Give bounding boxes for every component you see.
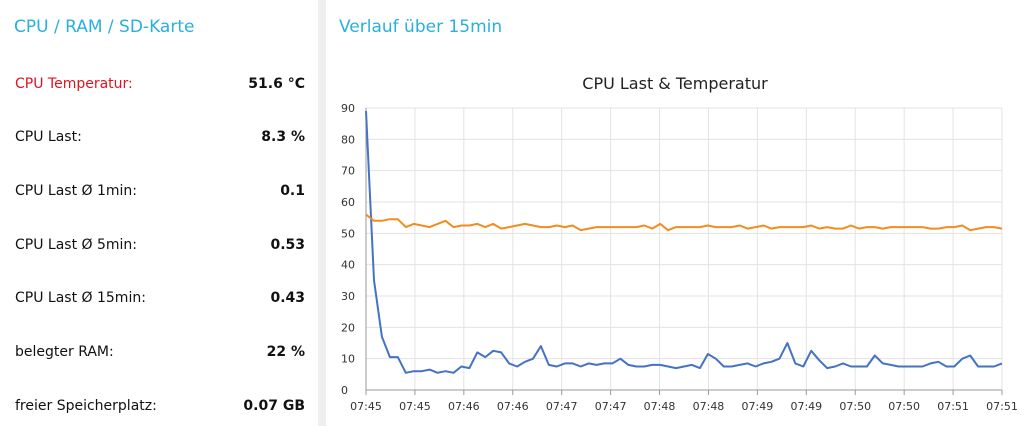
stat-row: freier Speicherplatz: 0.07 GB bbox=[15, 398, 305, 418]
y-tick-label: 70 bbox=[341, 165, 355, 178]
chart-title: CPU Last & Temperatur bbox=[582, 74, 768, 93]
stat-label: CPU Last Ø 1min: bbox=[15, 183, 138, 199]
stat-value: 0.53 bbox=[270, 237, 305, 253]
history-chart-panel: Verlauf über 15min CPU Last & Temperatur… bbox=[326, 0, 1024, 426]
y-tick-label: 40 bbox=[341, 259, 355, 272]
stat-row: CPU Last Ø 1min: 0.1 bbox=[15, 183, 305, 203]
x-tick-label: 07:51 bbox=[986, 400, 1018, 413]
cpu-temperature-series-line bbox=[365, 213, 1003, 232]
x-tick-label: 07:50 bbox=[839, 400, 871, 413]
stat-value: 0.1 bbox=[280, 183, 305, 199]
y-tick-label: 20 bbox=[341, 321, 355, 334]
x-tick-label: 07:50 bbox=[888, 400, 920, 413]
y-tick-label: 0 bbox=[341, 384, 348, 397]
x-tick-label: 07:48 bbox=[644, 400, 676, 413]
x-tick-label: 07:49 bbox=[790, 400, 822, 413]
stat-row: CPU Last Ø 15min: 0.43 bbox=[15, 290, 305, 310]
stat-label: belegter RAM: bbox=[15, 344, 114, 360]
y-tick-label: 10 bbox=[341, 353, 355, 366]
stat-value: 0.07 GB bbox=[243, 398, 305, 414]
cpu-load-series-line bbox=[365, 111, 1003, 374]
x-tick-label: 07:49 bbox=[742, 400, 774, 413]
x-tick-label: 07:47 bbox=[595, 400, 627, 413]
stat-row: CPU Last: 8.3 % bbox=[15, 129, 305, 149]
x-tick-label: 07:46 bbox=[497, 400, 529, 413]
stat-value: 22 % bbox=[266, 344, 305, 360]
y-tick-label: 80 bbox=[341, 133, 355, 146]
stat-label: CPU Last Ø 15min: bbox=[15, 290, 146, 306]
system-stats-panel: CPU / RAM / SD-Karte CPU Temperatur: 51.6… bbox=[0, 0, 318, 426]
x-tick-label: 07:48 bbox=[693, 400, 725, 413]
x-tick-label: 07:45 bbox=[399, 400, 431, 413]
x-tick-label: 07:51 bbox=[937, 400, 969, 413]
stat-value: 8.3 % bbox=[261, 129, 305, 145]
stat-label: freier Speicherplatz: bbox=[15, 398, 157, 414]
stat-label: CPU Temperatur: bbox=[15, 76, 133, 92]
stat-value: 51.6 °C bbox=[248, 76, 305, 92]
x-tick-label: 07:46 bbox=[448, 400, 480, 413]
cpu-chart: CPU Last & Temperatur 0 10 20 30 40 50 60 70 80 9… bbox=[341, 74, 1018, 413]
panel-title: CPU / RAM / SD-Karte bbox=[14, 17, 195, 37]
x-tick-label: 07:45 bbox=[350, 400, 382, 413]
stat-label: CPU Last Ø 5min: bbox=[15, 237, 138, 253]
stat-row: CPU Last Ø 5min: 0.53 bbox=[15, 237, 305, 257]
panel-title: Verlauf über 15min bbox=[339, 17, 503, 37]
y-tick-label: 30 bbox=[341, 290, 355, 303]
x-tick-label: 07:47 bbox=[546, 400, 578, 413]
y-tick-label: 60 bbox=[341, 196, 355, 209]
stat-row: belegter RAM: 22 % bbox=[15, 344, 305, 364]
stat-row: CPU Temperatur: 51.6 °C bbox=[15, 76, 305, 96]
stat-label: CPU Last: bbox=[15, 129, 82, 145]
stat-value: 0.43 bbox=[270, 290, 305, 306]
y-tick-label: 90 bbox=[341, 102, 355, 115]
y-tick-label: 50 bbox=[341, 227, 355, 240]
